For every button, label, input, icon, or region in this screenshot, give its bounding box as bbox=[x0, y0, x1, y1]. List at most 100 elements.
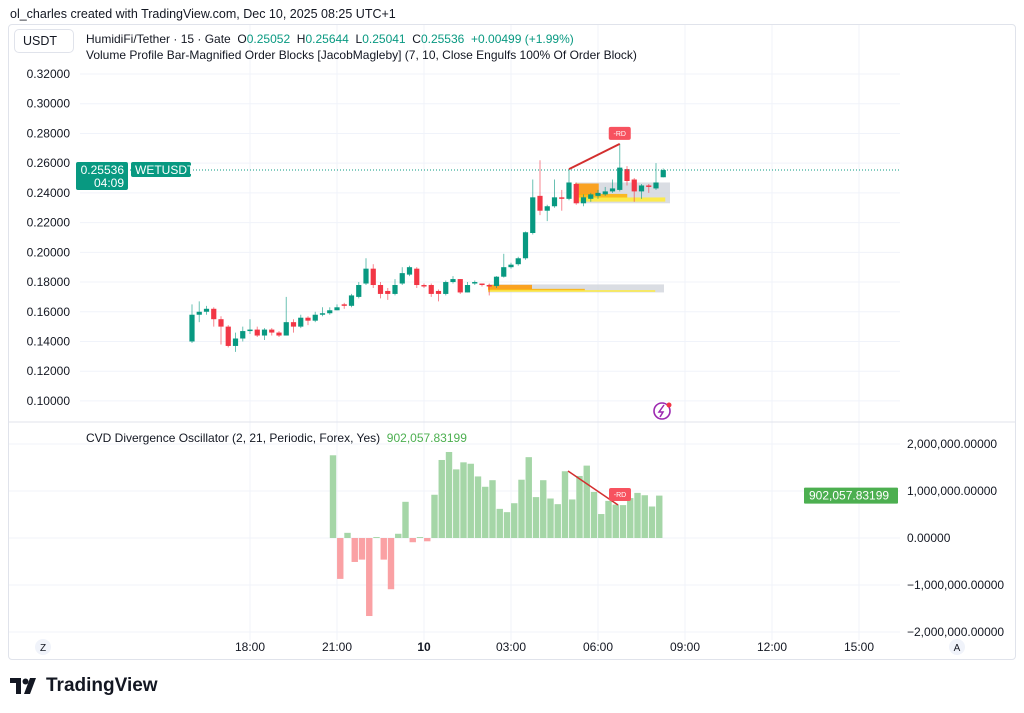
time-tick-label: 15:00 bbox=[844, 640, 874, 654]
candle-body bbox=[631, 179, 637, 192]
cvd-bar bbox=[503, 512, 511, 538]
z-button-label: Z bbox=[40, 643, 46, 654]
candle bbox=[370, 264, 376, 288]
candle bbox=[530, 179, 536, 235]
candle bbox=[334, 304, 340, 311]
cvd-bar bbox=[641, 495, 648, 538]
candle-body bbox=[464, 285, 471, 293]
candle-body bbox=[435, 290, 442, 294]
candle-body bbox=[356, 285, 362, 297]
candle-body bbox=[472, 282, 478, 284]
auto-scale-z-button[interactable]: Z bbox=[35, 639, 51, 655]
divergence-line bbox=[568, 142, 621, 170]
cvd-tick-label: 0.00000 bbox=[907, 531, 951, 545]
lightning-circle bbox=[653, 402, 671, 420]
cvd-bar bbox=[648, 506, 656, 538]
cvd-bar bbox=[605, 500, 612, 538]
time-tick-label: 10 bbox=[417, 640, 431, 654]
volume-profile-bar bbox=[488, 288, 585, 291]
cvd-bars bbox=[329, 451, 663, 617]
candle-body bbox=[508, 264, 514, 268]
auto-scale-a-button[interactable]: A bbox=[949, 639, 965, 655]
candle-body bbox=[377, 285, 384, 294]
cvd-bar bbox=[540, 480, 547, 538]
candle bbox=[218, 316, 224, 345]
symbol-title: HumidiFi/Tether · 15 · Gate bbox=[86, 32, 231, 46]
cvd-bar bbox=[569, 499, 576, 538]
candle-body bbox=[399, 273, 405, 284]
candle-body bbox=[660, 170, 666, 178]
candle-body bbox=[580, 197, 587, 204]
candle-body bbox=[653, 182, 659, 189]
candle bbox=[189, 304, 195, 343]
candle bbox=[522, 231, 529, 260]
candle bbox=[232, 332, 239, 352]
candle-body bbox=[261, 329, 268, 336]
divergence-label-bg bbox=[608, 126, 631, 140]
notification-dot bbox=[666, 402, 672, 408]
cvd-bar bbox=[424, 538, 431, 542]
candle bbox=[624, 166, 630, 186]
time-tick-label: 12:00 bbox=[757, 640, 787, 654]
cvd-bar bbox=[438, 459, 445, 538]
candle-body bbox=[348, 295, 355, 306]
order-blocks bbox=[488, 182, 670, 293]
candle-body bbox=[254, 329, 260, 336]
time-tick-label: 18:00 bbox=[235, 640, 265, 654]
candle-body bbox=[522, 232, 529, 259]
candle-body bbox=[501, 267, 507, 277]
cvd-bar bbox=[358, 538, 366, 560]
candle bbox=[573, 182, 579, 205]
candle bbox=[385, 287, 391, 300]
last-price-tag bbox=[76, 162, 128, 191]
candle-body bbox=[457, 279, 463, 293]
price-tick-label: 0.22000 bbox=[27, 216, 71, 230]
z-button-bg bbox=[35, 639, 51, 655]
cvd-bar bbox=[402, 501, 409, 538]
close-label: C bbox=[412, 32, 421, 46]
candle-body bbox=[566, 182, 572, 199]
candle bbox=[341, 302, 347, 309]
cvd-tick-label: −2,000,000.00000 bbox=[907, 625, 1004, 639]
brand-name: TradingView bbox=[46, 675, 158, 696]
candle-body bbox=[450, 279, 456, 283]
cvd-bar bbox=[590, 491, 598, 538]
candle-body bbox=[617, 167, 623, 190]
candle bbox=[312, 311, 318, 323]
divergence-label: -RD bbox=[614, 131, 626, 138]
lightning-alert-icon[interactable] bbox=[653, 402, 672, 420]
candle bbox=[435, 289, 442, 302]
symbol-box[interactable]: USDT bbox=[14, 29, 74, 53]
candle bbox=[269, 328, 275, 336]
cvd-bar bbox=[351, 538, 358, 562]
cvd-divergence-label-bg bbox=[609, 488, 631, 501]
tradingview-logo[interactable]: TradingView bbox=[10, 675, 158, 697]
candle bbox=[290, 319, 297, 333]
price-tick-label: 0.10000 bbox=[27, 394, 71, 408]
candle-body bbox=[443, 282, 449, 294]
indicator-legend[interactable]: Volume Profile Bar-Magnified Order Block… bbox=[86, 48, 637, 62]
candle bbox=[298, 314, 304, 329]
cvd-bar bbox=[576, 475, 583, 538]
cvd-bar bbox=[460, 462, 467, 538]
candle bbox=[508, 262, 514, 269]
cvd-bar bbox=[634, 492, 641, 538]
candle bbox=[225, 325, 231, 348]
candles bbox=[189, 143, 666, 352]
volume-profile-bar bbox=[575, 197, 666, 202]
candle bbox=[537, 160, 543, 216]
candle bbox=[486, 283, 492, 296]
candle-body bbox=[421, 285, 427, 287]
bar-countdown: 04:09 bbox=[94, 176, 124, 190]
candle-body bbox=[196, 311, 202, 315]
cvd-bar bbox=[482, 486, 489, 538]
cvd-legend[interactable]: CVD Divergence Oscillator (2, 21, Period… bbox=[86, 431, 467, 445]
candle-body bbox=[638, 185, 645, 192]
low-value: 0.25041 bbox=[362, 32, 406, 46]
time-tick-label: 06:00 bbox=[583, 640, 613, 654]
candle bbox=[421, 283, 427, 288]
symbol-tag bbox=[131, 162, 191, 178]
cvd-bar bbox=[416, 537, 424, 538]
candle bbox=[646, 183, 652, 193]
